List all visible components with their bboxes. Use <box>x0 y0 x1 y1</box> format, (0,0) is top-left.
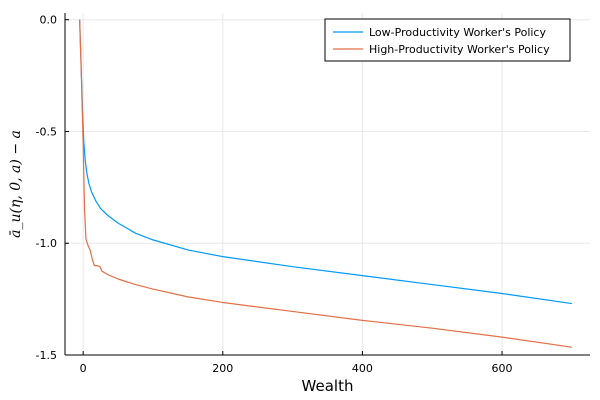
x-tick-label: 200 <box>212 362 233 375</box>
x-tick-label: 600 <box>492 362 513 375</box>
tick-labels: 0 200 400 600 0.0 -0.5 -1.0 -1.5 <box>36 14 513 375</box>
legend-box <box>324 18 571 62</box>
series-line-1 <box>79 19 572 305</box>
y-tick-label: -1.0 <box>36 237 57 250</box>
grid-lines <box>65 13 590 356</box>
x-tick-label: 400 <box>352 362 373 375</box>
legend-label-1: Low-Productivity Worker's Policy <box>369 26 546 39</box>
series-line-2 <box>79 19 572 348</box>
y-axis-title: ā_u(η, 0, a) − a <box>8 130 24 238</box>
legend: Low-Productivity Worker's Policy High-Pro… <box>324 18 571 62</box>
y-tick-label: -0.5 <box>36 125 57 138</box>
x-tick-label: 0 <box>80 362 87 375</box>
y-tick-label: 0.0 <box>40 14 58 27</box>
series-layer <box>79 19 572 348</box>
y-tick-label: -1.5 <box>36 349 57 362</box>
legend-label-2: High-Productivity Worker's Policy <box>369 43 550 56</box>
x-axis-title: Wealth <box>302 377 354 395</box>
axes <box>64 13 590 356</box>
